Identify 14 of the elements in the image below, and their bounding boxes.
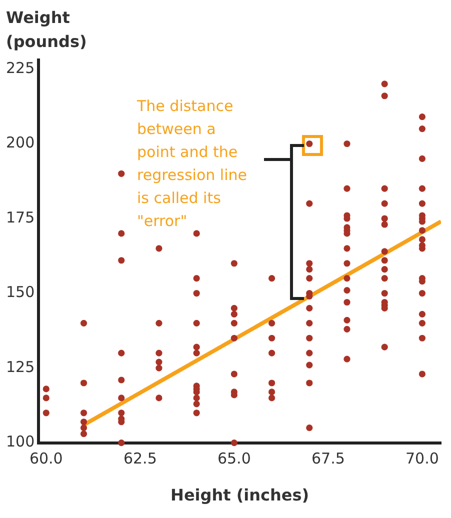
x-tick-label: 70.0 bbox=[405, 450, 439, 468]
x-axis-title: Height (inches) bbox=[170, 486, 310, 505]
x-tick-label: 62.5 bbox=[123, 450, 157, 468]
y-tick-label: 100 bbox=[6, 432, 35, 451]
y-axis-title: Weight (pounds) bbox=[6, 7, 88, 53]
x-tick-label: 65.0 bbox=[217, 450, 251, 468]
annotation: The distance between a point and the regression line is called its "error" bbox=[137, 96, 248, 232]
y-tick-label: 225 bbox=[6, 58, 35, 77]
y-tick-label: 175 bbox=[6, 208, 35, 226]
y-tick-label: 200 bbox=[6, 134, 35, 152]
y-tick-label: 125 bbox=[6, 358, 35, 376]
y-tick-label: 150 bbox=[6, 283, 35, 302]
x-tick-label: 67.5 bbox=[311, 450, 345, 468]
x-tick-label: 60.0 bbox=[29, 450, 63, 468]
